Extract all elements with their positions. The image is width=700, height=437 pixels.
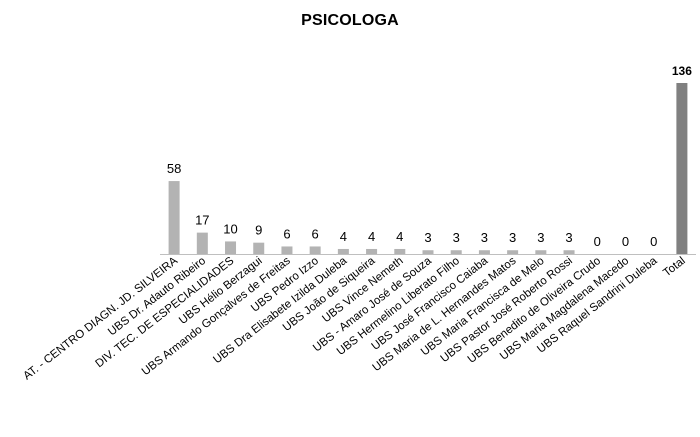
bar-6 [337,248,349,254]
data-label-group: 58 17 10 9 6 6 4 4 4 3 3 3 3 3 3 0 0 0 136 [167,64,692,249]
data-label-7: 4 [368,229,375,244]
bar-2 [225,241,237,254]
data-label-10: 3 [453,230,460,245]
bar-12 [507,250,519,254]
data-label-5: 6 [312,226,319,241]
bar-4 [281,246,293,254]
data-label-14: 3 [565,230,572,245]
data-label-12: 3 [509,230,516,245]
data-label-16: 0 [622,234,629,249]
bar-8 [394,248,406,254]
bar-0 [168,181,180,254]
category-label-18: Total [661,255,688,279]
data-label-6: 4 [340,229,347,244]
data-label-13: 3 [537,230,544,245]
bar-5 [309,246,321,254]
bar-group [168,83,688,254]
data-label-0: 58 [167,161,181,176]
bar-3 [253,242,265,254]
bar-10 [450,250,462,254]
data-label-17: 0 [650,234,657,249]
bar-18 [676,83,688,254]
data-label-4: 6 [283,226,290,241]
data-label-1: 17 [195,213,209,228]
data-label-9: 3 [424,230,431,245]
bar-14 [563,250,575,254]
data-label-8: 4 [396,229,403,244]
bar-1 [196,232,208,254]
bar-9 [422,250,434,254]
data-label-15: 0 [594,234,601,249]
data-label-18: 136 [672,64,692,78]
data-label-11: 3 [481,230,488,245]
chart-title: PSICOLOGA [301,12,399,29]
data-label-2: 10 [223,221,237,236]
bar-7 [366,248,378,254]
bar-11 [478,250,490,254]
bar-13 [535,250,547,254]
data-label-3: 9 [255,223,262,238]
